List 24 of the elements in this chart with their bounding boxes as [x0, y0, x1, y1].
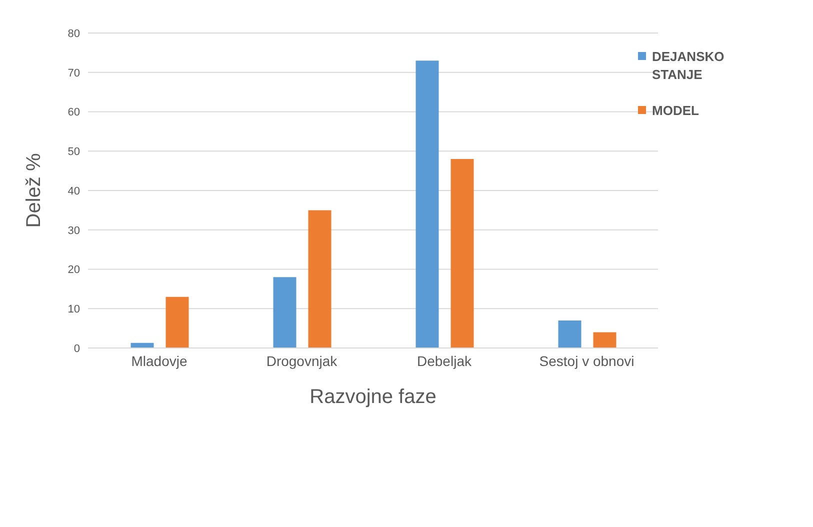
y-tick-label: 30	[68, 224, 80, 237]
x-tick-label: Drogovnjak	[266, 352, 338, 369]
y-tick-label: 60	[68, 106, 80, 119]
y-tick-label: 20	[68, 264, 80, 276]
x-axis-title: Razvojne faze	[310, 386, 436, 408]
bar	[450, 159, 474, 348]
legend-label: DEJANSKO STANJE	[652, 48, 726, 84]
bar	[166, 296, 189, 348]
y-tick-label: 70	[68, 67, 80, 80]
y-tick-label: 40	[68, 185, 80, 198]
x-tick-label: Mladovje	[131, 352, 188, 369]
bar	[593, 332, 616, 348]
bar	[273, 277, 296, 348]
y-tick-label: 50	[68, 146, 80, 158]
y-axis-title: Delež %	[23, 153, 46, 228]
y-tick-label: 10	[68, 304, 80, 316]
x-tick-label: Sestoj v obnovi	[539, 352, 634, 369]
bar	[416, 60, 439, 348]
bar	[308, 210, 332, 348]
legend-label: MODEL	[652, 102, 699, 120]
y-tick-label: 0	[74, 342, 80, 355]
bar	[558, 320, 582, 348]
x-tick-label: Debeljak	[417, 352, 472, 369]
y-tick-label: 80	[68, 28, 80, 40]
